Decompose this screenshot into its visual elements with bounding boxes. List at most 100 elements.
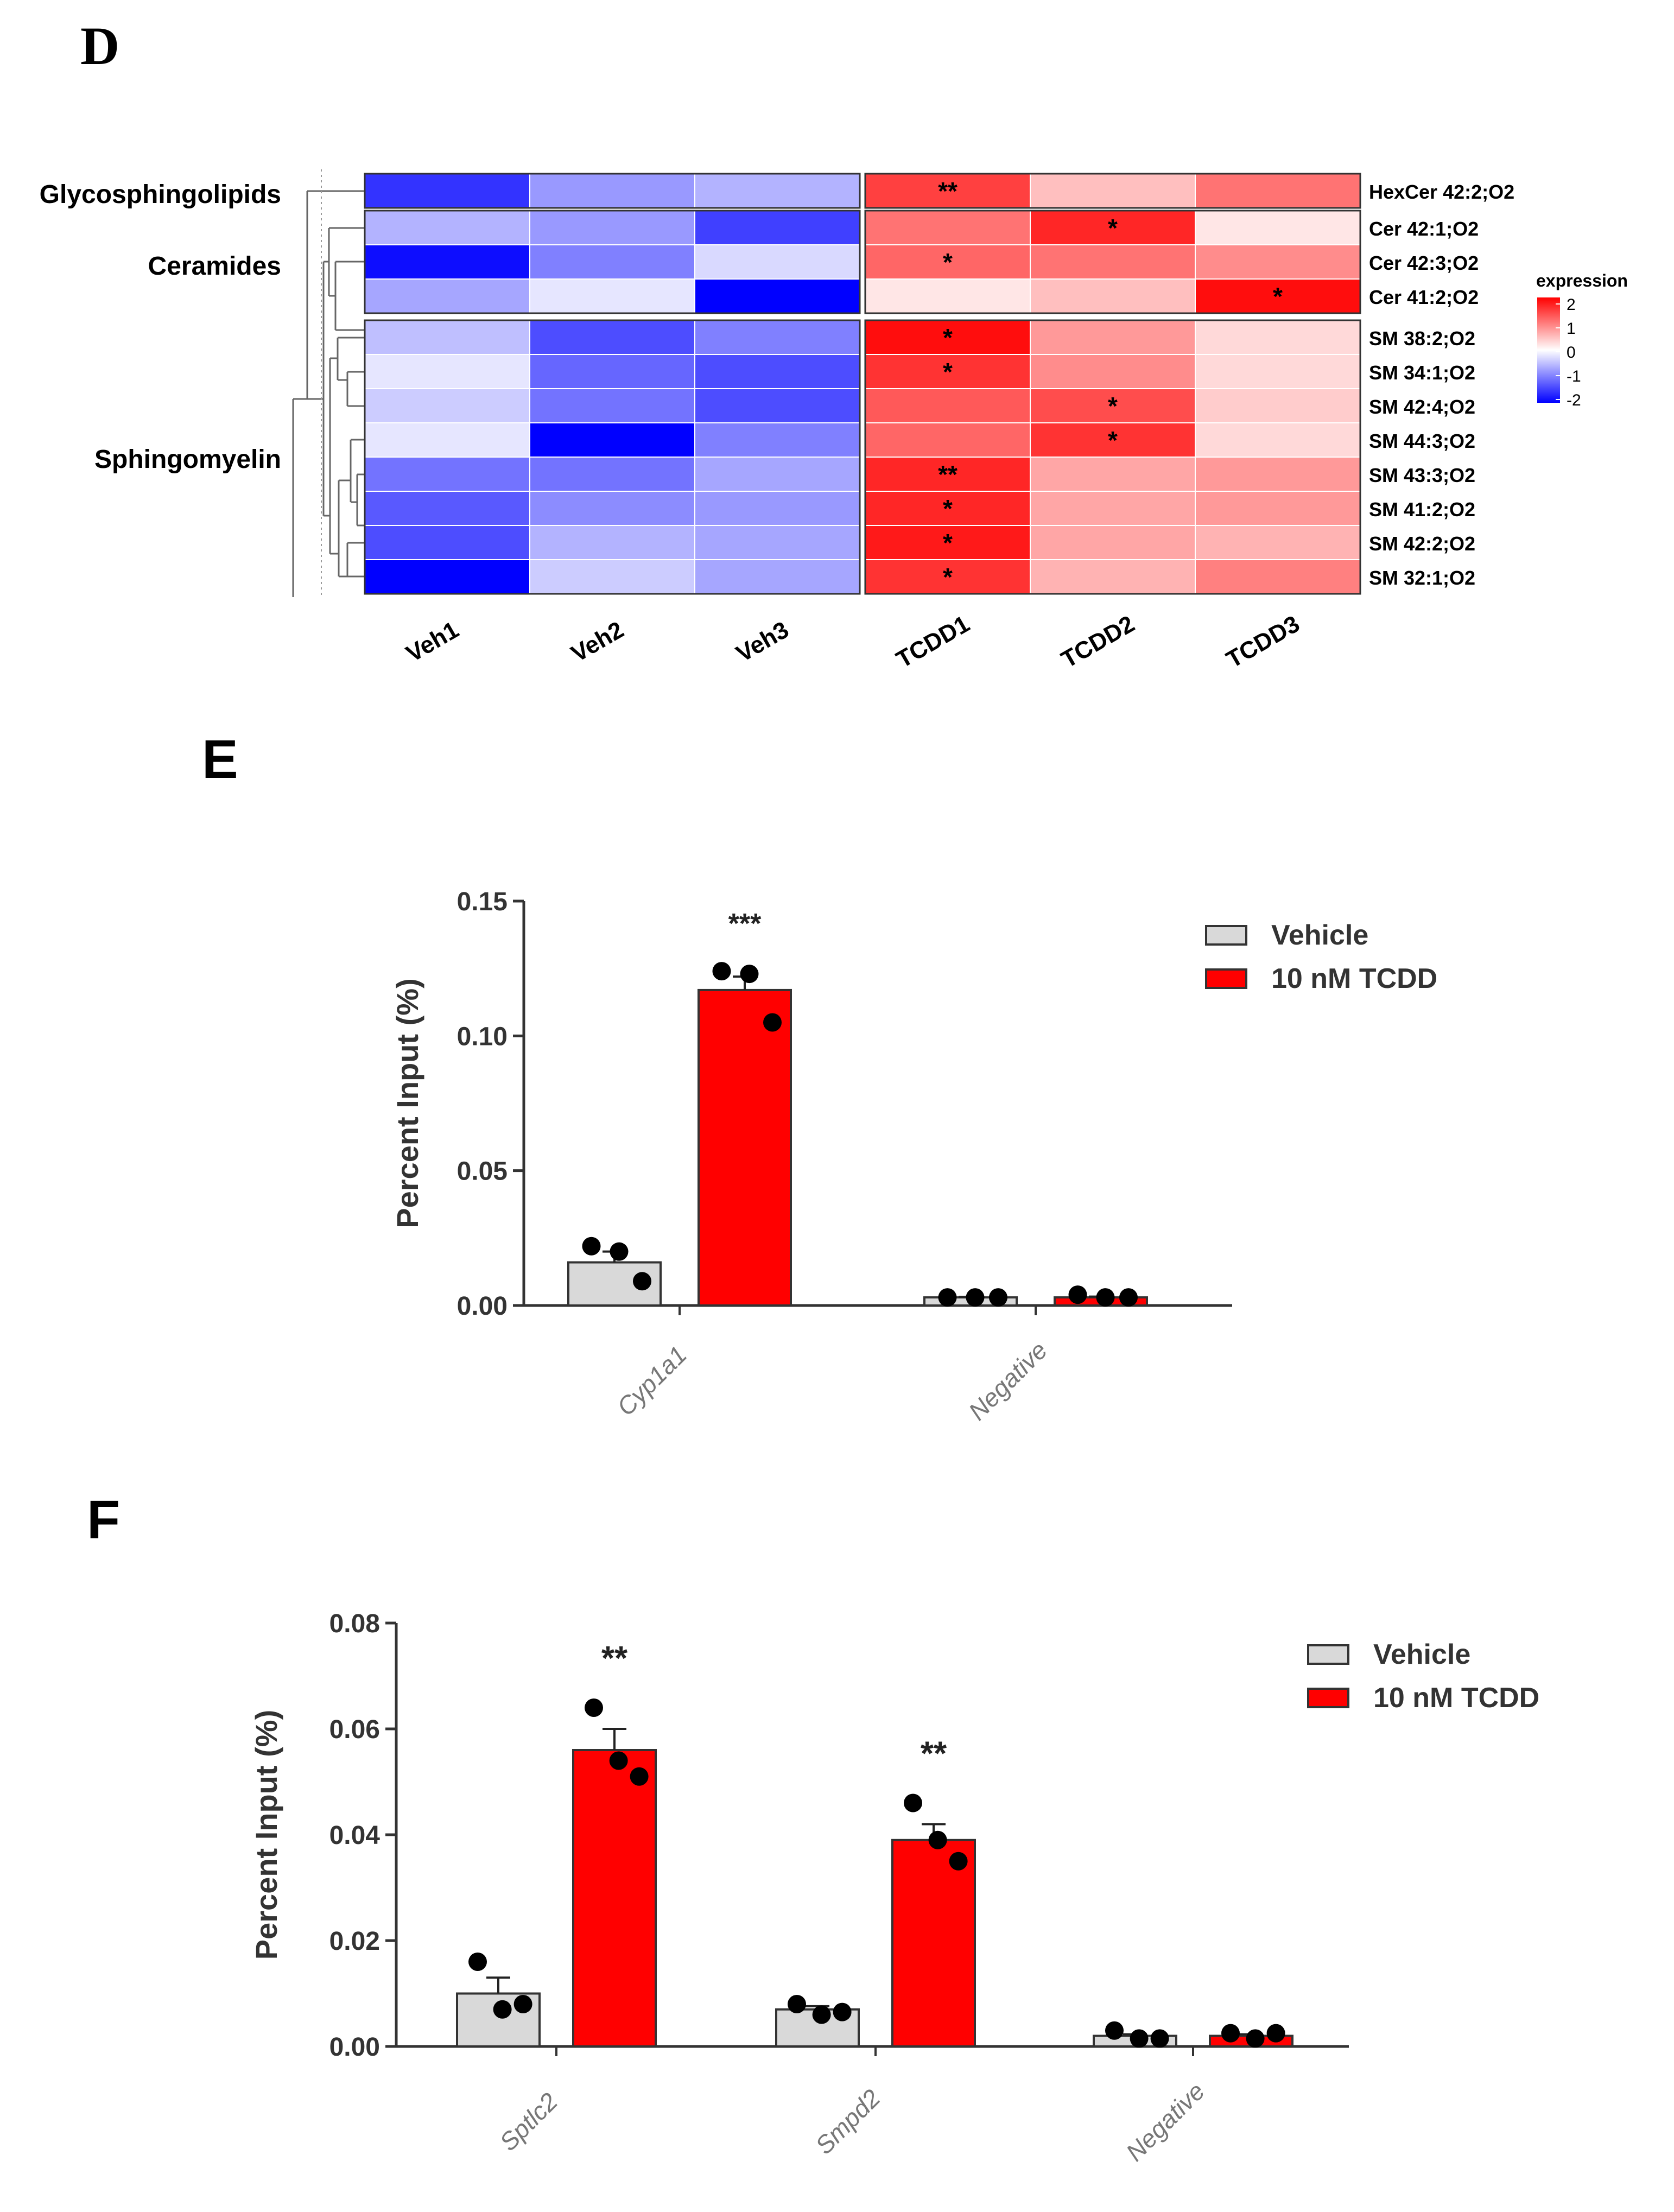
panel-label-d: D bbox=[80, 16, 119, 76]
y-tick-label: 0.15 bbox=[457, 888, 508, 916]
group-label-glycosphingolipids: Glycosphingolipids bbox=[40, 180, 281, 209]
heatmap-cell-sm-44-3-o2-veh3 bbox=[694, 422, 860, 458]
heatmap-cell-sm-44-3-o2-veh2 bbox=[529, 422, 695, 458]
column-label-veh2: Veh2 bbox=[567, 617, 628, 668]
data-point bbox=[1119, 1288, 1138, 1307]
legend-tick-label: 0 bbox=[1567, 344, 1576, 362]
x-tick-label-cyp1a1: Cyp1a1 bbox=[611, 1340, 692, 1421]
heatmap-cell-sm-42-2-o2-veh3 bbox=[694, 525, 860, 560]
data-point bbox=[1246, 2029, 1265, 2048]
bar-10-nm-tcdd-sptlc2 bbox=[572, 1749, 657, 2048]
bar-chart-panel-f: 0.00 0.02 0.04 0.06 0.08 Percent Input (%) Spt… bbox=[249, 1609, 1539, 2166]
group-label-ceramides: Ceramides bbox=[148, 252, 281, 281]
heatmap-cell-sm-44-3-o2-tcdd3 bbox=[1195, 422, 1361, 458]
heatmap-cell-sm-41-2-o2-tcdd3 bbox=[1195, 491, 1361, 526]
heatmap-cell-sm-41-2-o2-veh3 bbox=[694, 491, 860, 526]
data-point bbox=[949, 1852, 968, 1871]
heatmap-cell-sm-42-2-o2-tcdd3 bbox=[1195, 525, 1361, 560]
heatmap-cell-sm-42-4-o2-veh3 bbox=[694, 388, 860, 423]
data-point bbox=[740, 965, 759, 984]
heatmap-cell-sm-34-1-o2-tcdd2 bbox=[1030, 354, 1196, 389]
heatmap-block-border bbox=[364, 319, 861, 595]
data-point bbox=[788, 1995, 806, 2013]
significance-mark: * bbox=[1108, 392, 1118, 420]
heatmap-block-borders bbox=[364, 173, 1361, 595]
expression-legend: expression 2 1 0 -1 -2 bbox=[1536, 271, 1628, 409]
significance-mark: * bbox=[943, 248, 953, 276]
legend-label-vehicle: Vehicle bbox=[1373, 1639, 1470, 1670]
row-label-sm-38-2-o2: SM 38:2;O2 bbox=[1369, 327, 1475, 350]
heatmap-cell-sm-44-3-o2-veh1 bbox=[364, 422, 530, 458]
x-tick-label-negative: Negative bbox=[1120, 2077, 1210, 2166]
heatmap-cell-sm-42-4-o2-veh2 bbox=[529, 388, 695, 423]
y-axis-label: Percent Input (%) bbox=[390, 978, 424, 1228]
row-dendrogram bbox=[292, 169, 365, 597]
legend-swatch-vehicle bbox=[1205, 925, 1247, 946]
heatmap-cell-cer-42-1-o2-tcdd3 bbox=[1195, 210, 1361, 245]
y-tick-label: 0.02 bbox=[329, 1927, 380, 1956]
heatmap-cell-sm-38-2-o2-veh2 bbox=[529, 320, 695, 355]
legend-swatch-10-nm-tcdd bbox=[1307, 1688, 1349, 1708]
column-label-veh1: Veh1 bbox=[402, 617, 463, 668]
heatmap-cell-sm-43-3-o2-veh2 bbox=[529, 457, 695, 492]
legend-tick-label: -2 bbox=[1567, 391, 1581, 409]
row-label-cer-42-1-o2: Cer 42:1;O2 bbox=[1369, 218, 1479, 240]
y-axis-label: Percent Input (%) bbox=[249, 1710, 283, 1960]
heatmap-cell-sm-34-1-o2-veh2 bbox=[529, 354, 695, 389]
legend-label-10-nm-tcdd: 10 nM TCDD bbox=[1271, 963, 1437, 994]
y-tick-label: 0.05 bbox=[457, 1157, 508, 1186]
bar-10-nm-tcdd-cyp1a1 bbox=[698, 988, 792, 1307]
heatmap-cell-sm-42-2-o2-tcdd2 bbox=[1030, 525, 1196, 560]
data-point bbox=[609, 1751, 628, 1770]
data-point bbox=[833, 2002, 852, 2021]
data-point bbox=[1105, 2021, 1124, 2040]
heatmap-cell-cer-41-2-o2-veh1 bbox=[364, 278, 530, 314]
y-tick-label: 0.04 bbox=[329, 1821, 381, 1850]
column-label-tcdd3: TCDD3 bbox=[1222, 611, 1304, 674]
data-point bbox=[1096, 1288, 1115, 1307]
data-point bbox=[633, 1272, 651, 1291]
x-tick-label-negative: Negative bbox=[963, 1336, 1052, 1425]
heatmap-cell-sm-38-2-o2-tcdd2 bbox=[1030, 320, 1196, 355]
heatmap-cell-cer-42-1-o2-tcdd1 bbox=[865, 210, 1031, 245]
legend-tick-label: -1 bbox=[1567, 367, 1581, 385]
data-point bbox=[585, 1698, 603, 1717]
legend-title: expression bbox=[1536, 271, 1628, 290]
significance-mark: * bbox=[1108, 214, 1118, 242]
heatmap-cell-hexcer-42-2-o2-veh3 bbox=[694, 173, 860, 208]
row-label-cer-42-3-o2: Cer 42:3;O2 bbox=[1369, 252, 1479, 274]
heatmap-cell-sm-34-1-o2-tcdd1 bbox=[865, 354, 1031, 389]
heatmap-cell-cer-42-1-o2-veh2 bbox=[529, 210, 695, 245]
heatmap-cell-cer-41-2-o2-tcdd1 bbox=[865, 278, 1031, 314]
y-tick-label: 0.08 bbox=[329, 1609, 380, 1638]
significance-marks: ************** bbox=[938, 177, 1283, 591]
column-label-tcdd2: TCDD2 bbox=[1057, 611, 1139, 674]
heatmap-block-border bbox=[364, 210, 861, 314]
data-point bbox=[812, 2005, 831, 2024]
significance-mark: * bbox=[1108, 426, 1118, 454]
heatmap-cell-cer-41-2-o2-veh2 bbox=[529, 278, 695, 314]
heatmap-cell-sm-42-4-o2-tcdd3 bbox=[1195, 388, 1361, 423]
row-label-sm-32-1-o2: SM 32:1;O2 bbox=[1369, 567, 1475, 589]
row-label-sm-41-2-o2: SM 41:2;O2 bbox=[1369, 498, 1475, 521]
legend-swatch-vehicle bbox=[1307, 1644, 1349, 1665]
data-point bbox=[989, 1288, 1007, 1307]
bar-chart-panel-e: 0.00 0.05 0.10 0.15 Percent Input (%) Cyp1a1 N… bbox=[390, 888, 1437, 1425]
significance-mark: * bbox=[1273, 282, 1283, 310]
significance-annotation: ** bbox=[601, 1640, 628, 1677]
significance-mark: ** bbox=[938, 460, 958, 489]
data-point bbox=[928, 1830, 947, 1849]
significance-mark: * bbox=[943, 324, 953, 352]
heatmap-cell-cer-42-1-o2-veh3 bbox=[694, 210, 860, 245]
significance-annotation: ** bbox=[921, 1735, 947, 1773]
row-label-sm-43-3-o2: SM 43:3;O2 bbox=[1369, 464, 1475, 486]
heatmap-cell-cer-42-1-o2-veh1 bbox=[364, 210, 530, 245]
heatmap-cell-sm-34-1-o2-veh1 bbox=[364, 354, 530, 389]
heatmap-cell-sm-41-2-o2-tcdd2 bbox=[1030, 491, 1196, 526]
data-point bbox=[513, 1995, 532, 2013]
heatmap-cell-sm-38-2-o2-veh3 bbox=[694, 320, 860, 355]
heatmap-cell-sm-32-1-o2-veh1 bbox=[364, 559, 530, 594]
group-labels: Glycosphingolipids Ceramides Sphingomyel… bbox=[40, 180, 281, 474]
heatmap-block-border bbox=[864, 173, 1361, 209]
heatmap-cell-sm-42-4-o2-tcdd1 bbox=[865, 388, 1031, 423]
